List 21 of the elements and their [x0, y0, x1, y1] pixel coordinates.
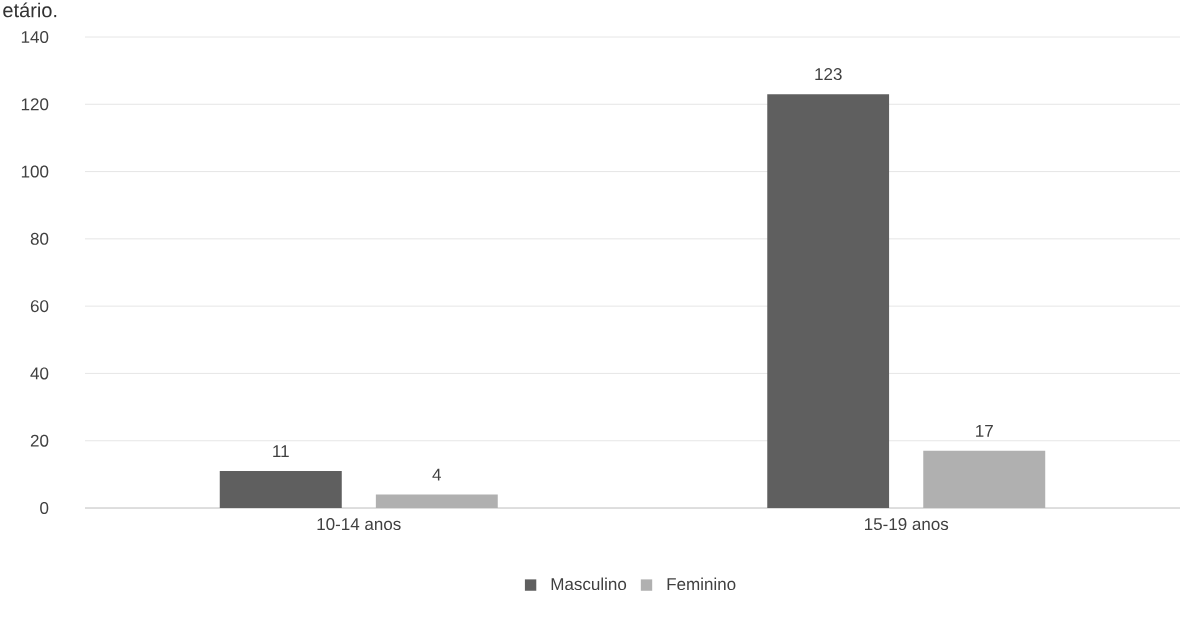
- y-tick-label: 100: [21, 165, 49, 178]
- legend-label: Masculino: [551, 577, 627, 591]
- data-label: 123: [815, 68, 842, 81]
- y-tick-label: 140: [21, 31, 49, 44]
- x-tick-label: 10-14 anos: [317, 518, 401, 531]
- x-tick-label: 15-19 anos: [865, 518, 949, 531]
- y-tick-label: 120: [21, 98, 49, 111]
- bar: [923, 450, 1046, 508]
- text: etário.: [3, 2, 57, 18]
- legend-label: Feminino: [667, 577, 736, 591]
- bar: [375, 494, 498, 508]
- y-tick-label: 0: [40, 502, 49, 515]
- data-label: 17: [976, 425, 993, 437]
- y-tick-label: 20: [30, 434, 49, 447]
- bar: [219, 471, 342, 508]
- y-tick-label: 80: [30, 232, 49, 245]
- y-tick-label: 40: [30, 367, 49, 380]
- bar: [767, 94, 890, 508]
- data-label: 4: [432, 468, 441, 481]
- data-label: 11: [273, 445, 289, 457]
- y-tick-label: 60: [30, 300, 49, 313]
